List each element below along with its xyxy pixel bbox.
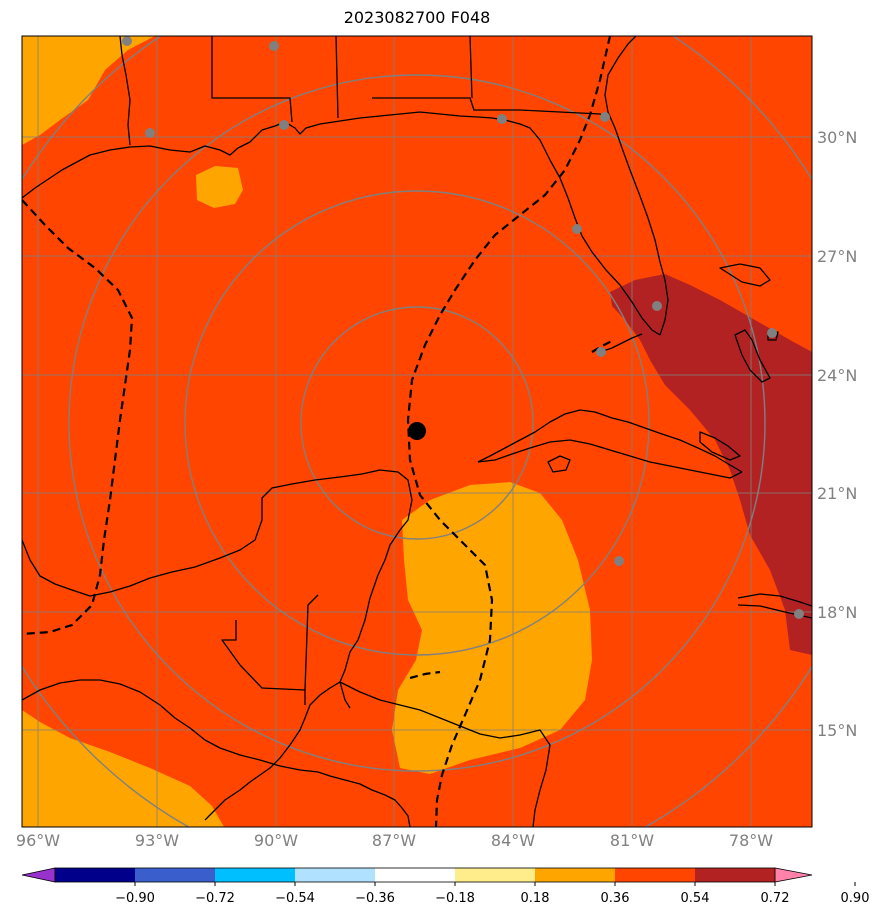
colorbar-tick-label: −0.90 bbox=[115, 891, 155, 906]
station-dot bbox=[497, 114, 507, 124]
colorbar-segment bbox=[615, 868, 696, 882]
latitude-labels: 30°N 27°N 24°N 21°N 18°N 15°N bbox=[817, 128, 857, 740]
colorbar-tick-label: −0.36 bbox=[355, 891, 395, 906]
forecast-track-lines bbox=[22, 36, 615, 827]
station-dot bbox=[572, 224, 582, 234]
colorbar-segment bbox=[295, 868, 376, 882]
lon-label: 90°W bbox=[254, 831, 298, 850]
lon-label: 87°W bbox=[372, 831, 416, 850]
colorbar-tick-label: 0.18 bbox=[521, 891, 550, 906]
station-dot bbox=[600, 112, 610, 122]
lon-label: 81°W bbox=[610, 831, 654, 850]
colorbar-segment bbox=[455, 868, 536, 882]
colorbar-segment bbox=[55, 868, 136, 882]
station-dot bbox=[652, 301, 662, 311]
colorbar-tick-label: −0.72 bbox=[195, 891, 235, 906]
lat-label: 21°N bbox=[817, 484, 857, 503]
lat-label: 24°N bbox=[817, 366, 857, 385]
lat-label: 30°N bbox=[817, 128, 857, 147]
colorbar-segment bbox=[135, 868, 216, 882]
colorbar-extend-low bbox=[21, 867, 56, 883]
lat-label: 18°N bbox=[817, 603, 857, 622]
field-region-northwest bbox=[22, 36, 155, 145]
colorbar-segment bbox=[375, 868, 456, 882]
station-markers bbox=[122, 36, 804, 619]
field-region-louisiana-shelf bbox=[196, 166, 243, 208]
station-dot bbox=[145, 128, 155, 138]
colorbar-tick-label: 0.54 bbox=[681, 891, 710, 906]
lon-label: 93°W bbox=[135, 831, 179, 850]
station-dot bbox=[794, 609, 804, 619]
colorbar-segment bbox=[535, 868, 616, 882]
station-dot bbox=[596, 347, 606, 357]
colorbar-tick-label: −0.18 bbox=[435, 891, 475, 906]
range-rings bbox=[22, 36, 812, 827]
grid-lines bbox=[22, 36, 812, 827]
colorbar-segment bbox=[695, 868, 776, 882]
map-frame bbox=[21, 35, 813, 828]
colorbar-extend-high bbox=[774, 867, 813, 883]
longitude-labels: 96°W 93°W 90°W 87°W 84°W 81°W 78°W bbox=[16, 831, 773, 850]
storm-center-dot bbox=[408, 422, 426, 440]
colorbar-tick-label: 0.36 bbox=[601, 891, 630, 906]
station-dot bbox=[122, 36, 132, 46]
station-dot bbox=[614, 556, 624, 566]
colorbar-tick-label: 0.72 bbox=[761, 891, 790, 906]
map-title: 2023082700 F048 bbox=[343, 8, 491, 27]
colorbar-frame bbox=[54, 867, 776, 883]
colorbar-segment bbox=[215, 868, 296, 882]
lat-label: 15°N bbox=[817, 721, 857, 740]
coastlines bbox=[22, 36, 812, 827]
field-region-southwest bbox=[22, 710, 224, 827]
map-panel bbox=[22, 36, 812, 827]
lon-label: 84°W bbox=[491, 831, 535, 850]
station-dot bbox=[279, 120, 289, 130]
field-region-caribbean bbox=[392, 482, 592, 774]
colorbar-tick-label: 0.90 bbox=[841, 891, 870, 906]
lon-label: 96°W bbox=[16, 831, 60, 850]
lat-label: 27°N bbox=[817, 247, 857, 266]
colorbar-tick-label: −0.54 bbox=[275, 891, 315, 906]
lon-label: 78°W bbox=[729, 831, 773, 850]
station-dot bbox=[269, 41, 279, 51]
colorbar: −0.90 −0.72 −0.54 −0.36 −0.18 0.18 0.36 0.54 0.7… bbox=[21, 867, 870, 906]
station-dot bbox=[767, 328, 777, 338]
